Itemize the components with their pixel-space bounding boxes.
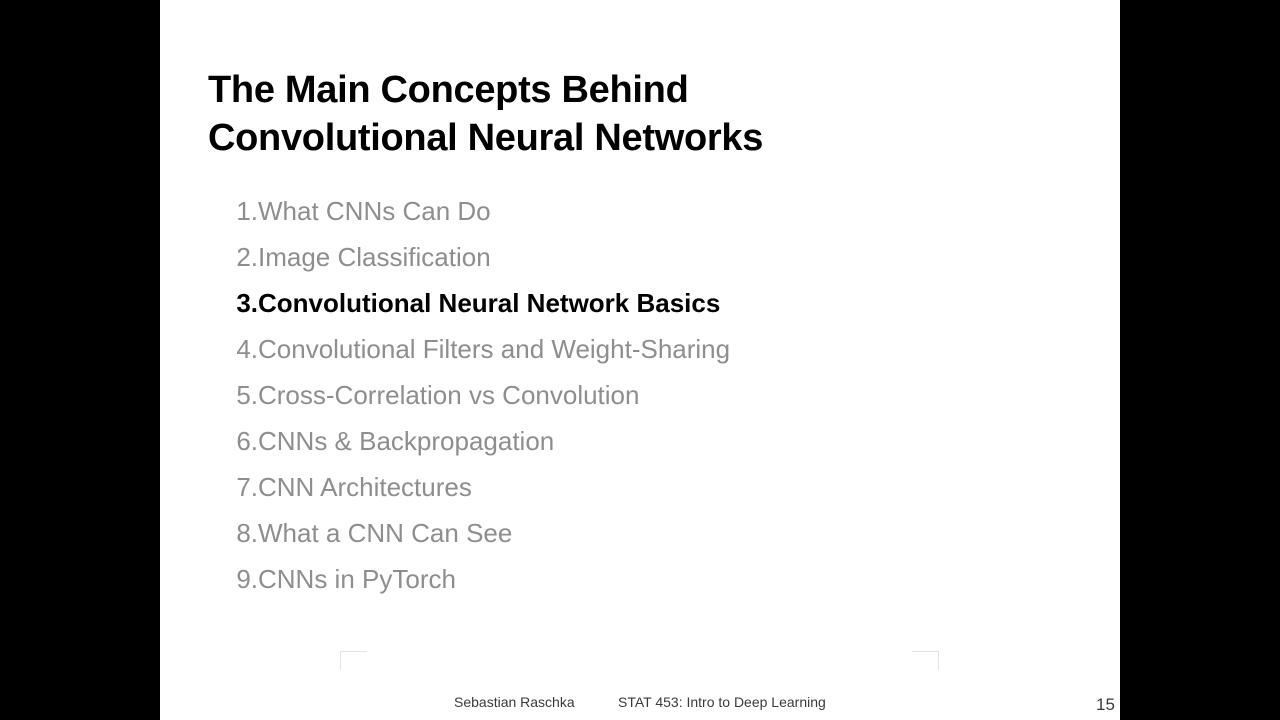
agenda-item-4: 4. Convolutional Filters and Weight-Shar… xyxy=(208,326,730,372)
agenda-item-3-active: 3. Convolutional Neural Network Basics xyxy=(208,280,720,326)
agenda-item-label: What CNNs Can Do xyxy=(258,196,491,226)
agenda-list: 1. What CNNs Can Do 2. Image Classificat… xyxy=(208,188,730,602)
agenda-item-5: 5. Cross-Correlation vs Convolution xyxy=(208,372,639,418)
footer-author: Sebastian Raschka xyxy=(454,694,575,710)
agenda-item-label: What a CNN Can See xyxy=(258,518,513,548)
footer-bracket-right xyxy=(912,651,939,670)
slide-title: The Main Concepts Behind Convolutional N… xyxy=(208,66,763,162)
agenda-item-number: 5. xyxy=(236,380,258,410)
page-number: 15 xyxy=(1096,695,1115,714)
agenda-item-number: 9. xyxy=(236,564,258,594)
agenda-item-label: CNNs in PyTorch xyxy=(258,564,456,594)
agenda-item-label: Convolutional Neural Network Basics xyxy=(258,288,721,318)
agenda-item-6: 6. CNNs & Backpropagation xyxy=(208,418,554,464)
agenda-item-number: 3. xyxy=(236,288,258,318)
slide-title-line-2: Convolutional Neural Networks xyxy=(208,117,764,159)
agenda-item-label: CNNs & Backpropagation xyxy=(258,426,555,456)
agenda-item-number: 7. xyxy=(236,472,258,502)
agenda-item-label: Image Classification xyxy=(258,242,491,272)
agenda-item-7: 7. CNN Architectures xyxy=(208,464,472,510)
agenda-item-number: 4. xyxy=(236,334,258,364)
slide-title-line-1: The Main Concepts Behind xyxy=(208,69,689,111)
agenda-item-label: CNN Architectures xyxy=(258,472,472,502)
footer-bracket-left xyxy=(340,651,367,670)
agenda-item-number: 2. xyxy=(236,242,258,272)
agenda-item-number: 8. xyxy=(236,518,258,548)
agenda-item-8: 8. What a CNN Can See xyxy=(208,510,512,556)
agenda-item-number: 1. xyxy=(236,196,258,226)
slide: The Main Concepts Behind Convolutional N… xyxy=(160,0,1120,720)
agenda-item-1: 1. What CNNs Can Do xyxy=(208,188,490,234)
agenda-item-label: Cross-Correlation vs Convolution xyxy=(258,380,640,410)
agenda-item-9: 9. CNNs in PyTorch xyxy=(208,556,456,602)
agenda-item-2: 2. Image Classification xyxy=(208,234,490,280)
agenda-item-number: 6. xyxy=(236,426,258,456)
footer-course: STAT 453: Intro to Deep Learning xyxy=(618,694,826,710)
agenda-item-label: Convolutional Filters and Weight-Sharing xyxy=(258,334,731,364)
